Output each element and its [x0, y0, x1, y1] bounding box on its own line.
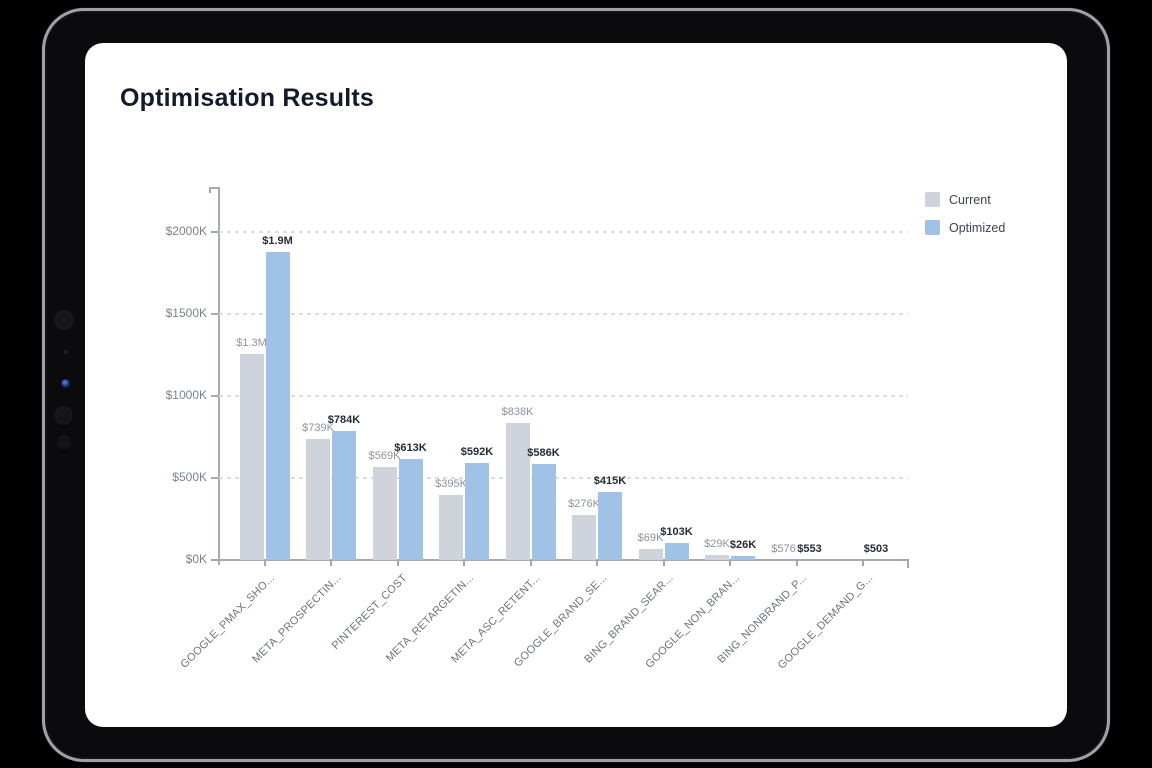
- front-camera-icon: [61, 379, 70, 388]
- bar-label-optimized: $784K: [327, 414, 361, 427]
- bar-label-current: $569K: [368, 449, 401, 462]
- gridline: [219, 477, 908, 479]
- bar-label-current: $69K: [637, 531, 664, 544]
- y-axis-top-cap: [209, 187, 211, 193]
- bar-chart: $2000K $1500K $1000K $500K $0K $1.3M $1.9M GOOG…: [85, 43, 1067, 727]
- y-axis-tick: [211, 395, 218, 397]
- y-axis-label: $1500K: [165, 306, 207, 320]
- legend-label-optimized: Optimized: [949, 220, 1006, 235]
- y-axis-line: [218, 188, 220, 565]
- x-axis-tick: [795, 561, 798, 566]
- tablet-screen: Optimisation Results $2000K $1500K $1000K $…: [85, 43, 1067, 727]
- bar-label-current: $739K: [302, 421, 334, 434]
- sensor-dot-icon: [57, 435, 71, 449]
- bar-label-optimized: $503: [863, 542, 889, 555]
- bar-current[interactable]: [372, 466, 397, 560]
- tablet-frame: Optimisation Results $2000K $1500K $1000K $…: [42, 8, 1110, 762]
- bar-current[interactable]: [306, 438, 330, 560]
- bar-current[interactable]: [638, 548, 663, 560]
- x-axis-line: [218, 559, 909, 561]
- bar-label-optimized: $586K: [527, 446, 560, 459]
- bar-label-optimized: $1.9M: [262, 234, 293, 247]
- bar-label-current: $395K: [435, 478, 467, 491]
- bar-current[interactable]: [705, 555, 729, 560]
- bar-optimized[interactable]: [664, 543, 689, 560]
- x-axis-tick: [330, 561, 332, 566]
- x-axis-tick: [729, 561, 731, 566]
- gridline: [219, 231, 908, 233]
- bar-label-current: $276K: [568, 497, 600, 510]
- x-axis-tick: [263, 561, 266, 566]
- legend-item-current[interactable]: Current: [925, 192, 1005, 207]
- x-axis-tick: [862, 561, 864, 566]
- bar-optimized[interactable]: [398, 459, 423, 560]
- y-axis-tick: [211, 559, 218, 561]
- bar-optimized[interactable]: [731, 555, 755, 560]
- microphone-dot-icon: [64, 350, 68, 354]
- bar-label-current: $1.3M: [236, 337, 267, 350]
- bar-label-current: $29K: [704, 538, 730, 551]
- y-axis-label: $0K: [185, 552, 207, 566]
- bar-label-current: $838K: [501, 405, 534, 418]
- legend-label-current: Current: [949, 192, 991, 207]
- x-axis-tick: [463, 561, 465, 566]
- x-axis-tick: [596, 561, 598, 566]
- bar-label-optimized: $26K: [729, 538, 757, 551]
- y-axis-label: $500K: [172, 470, 207, 484]
- bar-label-optimized: $103K: [660, 526, 693, 539]
- y-axis-label: $2000K: [165, 224, 207, 238]
- page-title: Optimisation Results: [120, 84, 375, 112]
- bar-label-optimized: $415K: [593, 474, 627, 487]
- legend-swatch-current: [925, 192, 940, 207]
- y-axis-tick: [211, 477, 218, 479]
- bar-optimized[interactable]: [598, 491, 622, 560]
- legend-item-optimized[interactable]: Optimized: [925, 220, 1005, 235]
- bar-current[interactable]: [572, 514, 596, 560]
- camera-lens-icon: [54, 310, 74, 330]
- bar-optimized[interactable]: [265, 251, 290, 560]
- bar-current[interactable]: [439, 495, 463, 560]
- gridline: [219, 395, 908, 397]
- y-axis-label: $1000K: [165, 388, 207, 402]
- bar-current[interactable]: [239, 354, 264, 560]
- bar-current[interactable]: [505, 422, 530, 560]
- legend-swatch-optimized: [925, 220, 940, 235]
- x-axis-tick: [529, 561, 532, 566]
- legend: Current Optimized: [925, 192, 1005, 248]
- bar-optimized[interactable]: [531, 463, 556, 560]
- y-axis-tick: [211, 313, 218, 315]
- bar-label-optimized: $613K: [394, 442, 427, 455]
- sensor-dot-icon: [54, 406, 73, 425]
- gridline: [219, 313, 908, 315]
- x-axis-tick: [396, 561, 399, 566]
- bar-label-optimized: $553: [797, 542, 822, 555]
- y-axis-top-cap: [209, 187, 220, 189]
- x-axis-tick: [662, 561, 665, 566]
- bar-label-optimized: $592K: [460, 445, 494, 458]
- bar-label-current: $576: [771, 542, 796, 555]
- y-axis-tick: [211, 231, 218, 233]
- x-axis-end-tick: [907, 559, 909, 568]
- bar-optimized[interactable]: [465, 462, 489, 560]
- bar-optimized[interactable]: [332, 431, 356, 560]
